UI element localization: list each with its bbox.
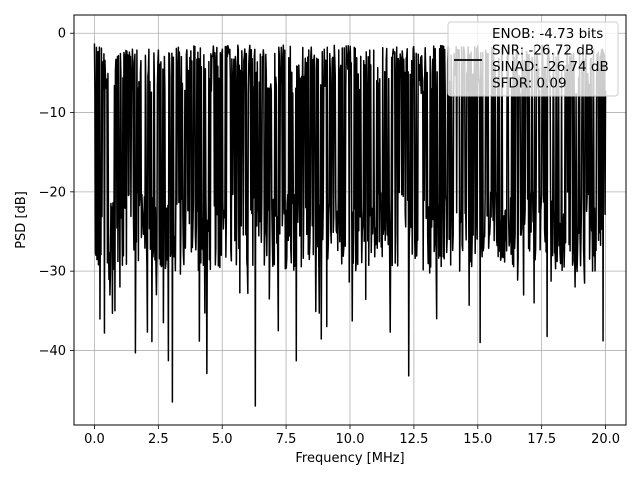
x-tick-label: 15.0 [463,432,492,447]
plot-area [93,43,607,407]
legend-sfdr: SFDR: 0.09 [492,76,567,92]
legend-enob: ENOB: -4.73 bits [492,26,603,42]
y-tick-label: −30 [39,265,66,280]
legend-snr: SNR: -26.72 dB [492,43,594,59]
y-axis-label: PSD [dB] [14,191,29,249]
y-axis-ticks: −40 −30 −20 −10 0 [39,27,74,359]
legend: ENOB: -4.73 bits SNR: -26.72 dB SINAD: -… [447,21,619,97]
y-tick-label: −20 [39,185,66,200]
y-tick-label: −40 [39,344,66,359]
y-tick-label: 0 [58,27,66,42]
y-tick-label: −10 [39,106,66,121]
x-tick-label: 20.0 [591,432,620,447]
x-axis-label: Frequency [MHz] [295,451,404,466]
x-axis-ticks: 0.0 2.5 5.0 7.5 10.0 12.5 15.0 17.5 20.0 [84,425,620,447]
legend-box [447,21,619,97]
x-tick-label: 10.0 [336,432,365,447]
legend-sinad: SINAD: -26.74 dB [492,59,609,75]
x-tick-label: 12.5 [399,432,428,447]
x-tick-label: 17.5 [527,432,556,447]
x-tick-label: 5.0 [212,432,233,447]
x-tick-label: 0.0 [84,432,105,447]
psd-series-line [93,43,607,407]
x-tick-label: 2.5 [148,432,169,447]
x-tick-label: 7.5 [276,432,297,447]
